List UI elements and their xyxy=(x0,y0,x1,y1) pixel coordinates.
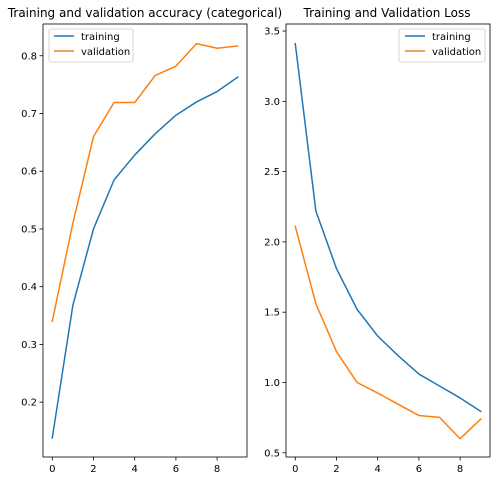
loss-y-tick-label: 3.0 xyxy=(264,97,280,108)
accuracy-y-tick-label: 0.4 xyxy=(21,282,37,293)
accuracy-y-tick-label: 0.7 xyxy=(21,109,37,120)
accuracy-legend-training-label: training xyxy=(81,32,120,43)
accuracy-x-tick-label: 8 xyxy=(214,464,220,475)
loss-legend-validation-label: validation xyxy=(432,47,481,58)
loss-y-tick-label: 2.0 xyxy=(264,237,280,248)
accuracy-ticks: 0 2 4 6 8 0.2 0.3 0.4 0.5 0.6 0.7 0.8 xyxy=(21,51,220,475)
accuracy-y-tick-label: 0.8 xyxy=(21,51,37,62)
accuracy-training-line xyxy=(51,76,239,439)
loss-panel: Training and Validation Loss 0 2 4 6 8 0.5 1.0… xyxy=(264,6,491,475)
accuracy-validation-line xyxy=(51,42,239,323)
accuracy-x-tick-label: 0 xyxy=(49,464,55,475)
loss-y-tick-label: 2.5 xyxy=(264,167,280,178)
accuracy-x-tick-label: 4 xyxy=(132,464,138,475)
loss-chart-title: Training and Validation Loss xyxy=(303,6,471,20)
loss-y-tick-label: 0.5 xyxy=(264,448,280,459)
loss-ticks: 0 2 4 6 8 0.5 1.0 1.5 2.0 2.5 3.0 3.5 xyxy=(264,27,463,475)
accuracy-axes-frame xyxy=(42,23,248,458)
loss-validation-line xyxy=(294,225,482,440)
accuracy-x-tick-label: 6 xyxy=(173,464,179,475)
accuracy-panel: Training and validation accuracy (catego… xyxy=(7,6,282,475)
loss-training-line xyxy=(294,42,482,413)
loss-lines xyxy=(294,42,482,440)
loss-x-tick-label: 2 xyxy=(333,464,339,475)
accuracy-x-tick-label: 2 xyxy=(90,464,96,475)
loss-legend-training-label: training xyxy=(432,32,471,43)
accuracy-lines xyxy=(51,42,239,439)
accuracy-y-tick-label: 0.5 xyxy=(21,224,37,235)
loss-legend: training validation xyxy=(398,28,486,63)
loss-legend-box xyxy=(398,28,486,63)
loss-y-tick-label: 3.5 xyxy=(264,27,280,38)
loss-y-tick-label: 1.5 xyxy=(264,308,280,319)
accuracy-legend-box xyxy=(48,28,134,63)
loss-x-tick-label: 4 xyxy=(375,464,381,475)
accuracy-legend: training validation xyxy=(48,28,134,63)
loss-x-tick-label: 0 xyxy=(292,464,298,475)
accuracy-y-tick-label: 0.2 xyxy=(21,398,37,409)
loss-x-tick-label: 6 xyxy=(416,464,422,475)
accuracy-chart-title: Training and validation accuracy (catego… xyxy=(7,6,282,20)
accuracy-legend-validation-label: validation xyxy=(81,47,130,58)
loss-axes-frame xyxy=(285,23,491,458)
accuracy-y-tick-label: 0.3 xyxy=(21,340,37,351)
accuracy-y-tick-label: 0.6 xyxy=(21,167,37,178)
loss-y-tick-label: 1.0 xyxy=(264,378,280,389)
loss-x-tick-label: 8 xyxy=(457,464,463,475)
